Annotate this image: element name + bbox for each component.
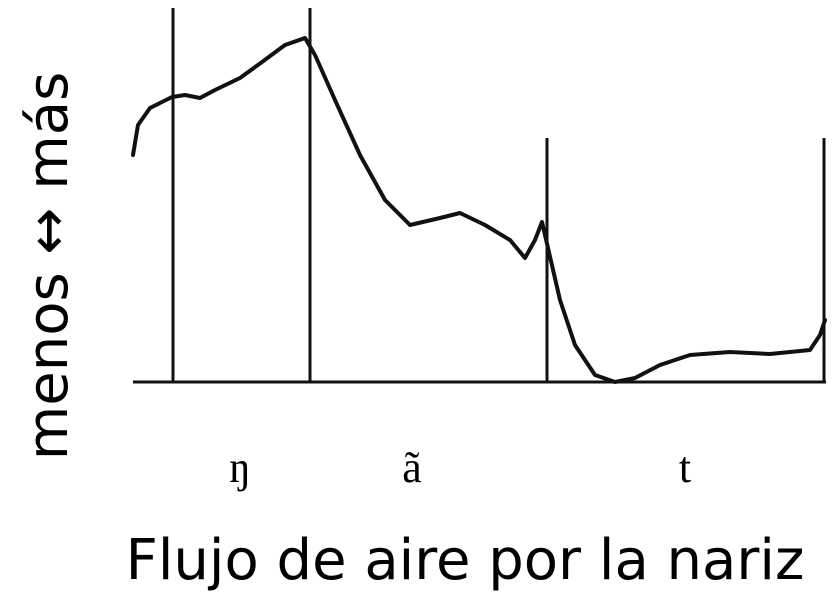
y-axis-label: menos ↔ más bbox=[16, 72, 81, 461]
segment-label: t bbox=[679, 443, 691, 492]
frame bbox=[133, 8, 826, 384]
segment-label: ã bbox=[402, 443, 422, 492]
airflow-trace bbox=[131, 36, 827, 384]
segment-label: ŋ bbox=[229, 443, 251, 492]
title: Flujo de aire por la nariz bbox=[126, 528, 805, 593]
